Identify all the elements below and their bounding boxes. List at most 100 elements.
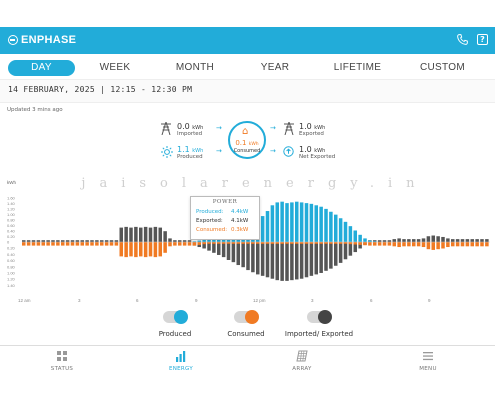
bar-consumed[interactable] [480, 242, 484, 247]
tab-week[interactable]: WEEK [99, 62, 131, 73]
bar-produced[interactable] [343, 221, 348, 242]
bar-consumed[interactable] [197, 242, 202, 245]
tab-custom[interactable]: CUSTOM [420, 62, 465, 73]
bar-consumed[interactable] [46, 242, 50, 246]
bar-imported-exported[interactable] [485, 239, 489, 242]
bar-consumed[interactable] [119, 242, 124, 257]
bar-consumed[interactable] [202, 242, 206, 245]
bar-imported-exported[interactable] [319, 242, 323, 273]
bar-imported-exported[interactable] [436, 236, 440, 242]
bar-imported-exported[interactable] [407, 239, 411, 242]
bar-imported-exported[interactable] [246, 242, 250, 271]
bar-consumed[interactable] [338, 242, 343, 244]
bar-imported-exported[interactable] [36, 240, 41, 242]
bar-imported-exported[interactable] [295, 242, 299, 280]
bar-consumed[interactable] [436, 242, 440, 250]
bar-consumed[interactable] [304, 242, 309, 244]
bar-consumed[interactable] [275, 242, 280, 244]
bar-imported-exported[interactable] [270, 242, 275, 279]
bar-consumed[interactable] [168, 242, 172, 247]
bar-consumed[interactable] [212, 242, 216, 244]
bar-consumed[interactable] [241, 242, 245, 244]
bar-imported-exported[interactable] [143, 226, 148, 242]
bar-imported-exported[interactable] [56, 240, 60, 242]
consumed-toggle[interactable] [234, 310, 259, 324]
bar-imported-exported[interactable] [168, 238, 172, 242]
bar-consumed[interactable] [373, 242, 377, 246]
bar-consumed[interactable] [256, 242, 260, 244]
bar-consumed[interactable] [290, 242, 294, 244]
bar-imported-exported[interactable] [392, 239, 397, 242]
bar-imported-exported[interactable] [446, 238, 450, 242]
bar-imported-exported[interactable] [251, 242, 255, 273]
bar-imported-exported[interactable] [46, 240, 50, 242]
bar-consumed[interactable] [153, 242, 158, 258]
bar-imported-exported[interactable] [124, 226, 128, 242]
bar-imported-exported[interactable] [299, 242, 304, 279]
bar-consumed[interactable] [251, 242, 255, 244]
bar-imported-exported[interactable] [153, 226, 158, 242]
bar-consumed[interactable] [139, 242, 143, 257]
bar-consumed[interactable] [90, 242, 94, 246]
bar-imported-exported[interactable] [109, 240, 114, 242]
bar-consumed[interactable] [158, 242, 163, 257]
bar-produced[interactable] [373, 241, 377, 242]
bar-consumed[interactable] [31, 242, 36, 246]
bar-imported-exported[interactable] [377, 240, 382, 242]
bar-imported-exported[interactable] [431, 235, 436, 242]
bar-imported-exported[interactable] [148, 227, 153, 242]
bar-produced[interactable] [314, 205, 319, 242]
bar-consumed[interactable] [124, 242, 128, 258]
bar-consumed[interactable] [187, 242, 192, 246]
bar-consumed[interactable] [455, 242, 460, 247]
bar-imported-exported[interactable] [95, 240, 99, 242]
bar-consumed[interactable] [246, 242, 250, 244]
bar-imported-exported[interactable] [51, 240, 55, 242]
bar-imported-exported[interactable] [207, 242, 211, 251]
bar-imported-exported[interactable] [402, 239, 406, 242]
bar-produced[interactable] [363, 238, 367, 242]
imported-exported-toggle[interactable] [307, 310, 332, 324]
bar-consumed[interactable] [265, 242, 270, 244]
produced-toggle[interactable] [163, 310, 188, 324]
bar-consumed[interactable] [134, 242, 138, 258]
nav-status[interactable]: STATUS [22, 350, 102, 372]
bar-imported-exported[interactable] [441, 236, 445, 242]
bar-consumed[interactable] [377, 242, 382, 246]
bar-produced[interactable] [192, 241, 197, 242]
phone-icon[interactable] [456, 33, 469, 46]
bar-imported-exported[interactable] [22, 240, 26, 242]
bar-imported-exported[interactable] [353, 242, 358, 253]
bar-imported-exported[interactable] [61, 240, 65, 242]
bar-imported-exported[interactable] [173, 240, 177, 242]
tab-lifetime[interactable]: LIFETIME [333, 62, 382, 73]
bar-consumed[interactable] [80, 242, 85, 246]
bar-consumed[interactable] [148, 242, 153, 257]
bar-consumed[interactable] [431, 242, 436, 250]
bar-imported-exported[interactable] [416, 239, 421, 242]
bar-imported-exported[interactable] [260, 242, 265, 276]
bar-imported-exported[interactable] [373, 240, 377, 242]
bar-imported-exported[interactable] [104, 240, 109, 242]
bar-consumed[interactable] [416, 242, 421, 247]
bar-imported-exported[interactable] [421, 238, 426, 242]
help-icon[interactable]: ? [477, 34, 488, 45]
bar-consumed[interactable] [407, 242, 411, 247]
bar-consumed[interactable] [114, 242, 119, 246]
bar-consumed[interactable] [260, 242, 265, 244]
bar-consumed[interactable] [299, 242, 304, 244]
bar-produced[interactable] [265, 211, 270, 242]
nav-array[interactable]: ARRAY [262, 350, 342, 372]
bar-imported-exported[interactable] [187, 240, 192, 242]
bar-imported-exported[interactable] [387, 240, 392, 242]
bar-imported-exported[interactable] [129, 227, 133, 242]
bar-consumed[interactable] [353, 242, 358, 245]
bar-imported-exported[interactable] [31, 240, 36, 242]
bar-produced[interactable] [338, 218, 343, 242]
bar-imported-exported[interactable] [382, 240, 387, 242]
bar-imported-exported[interactable] [280, 242, 284, 281]
bar-imported-exported[interactable] [348, 242, 353, 256]
bar-consumed[interactable] [178, 242, 182, 246]
bar-imported-exported[interactable] [256, 242, 260, 275]
nav-menu[interactable]: MENU [388, 350, 468, 372]
